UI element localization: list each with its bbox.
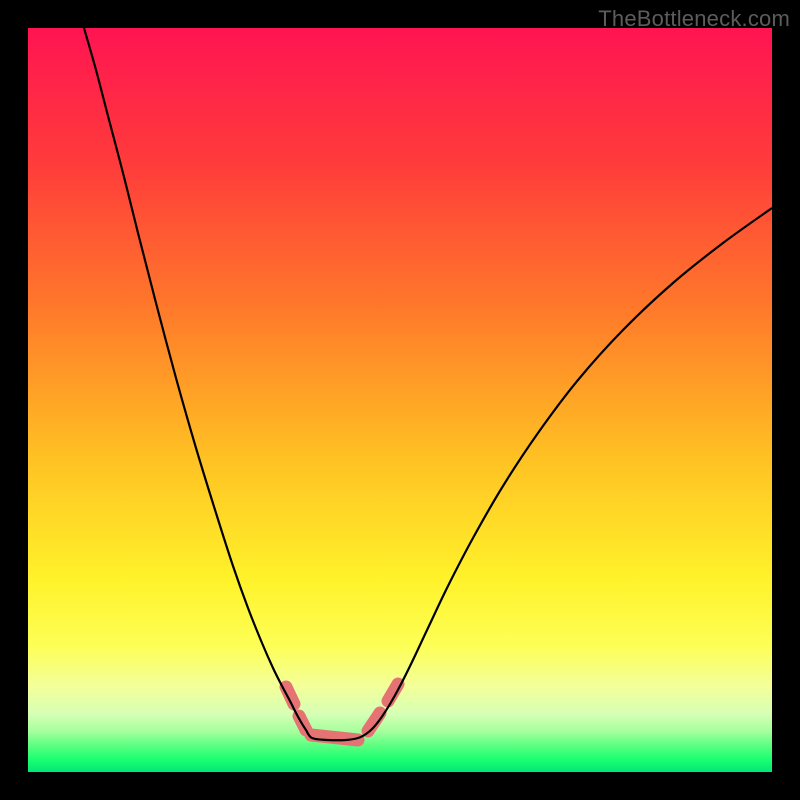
chart-svg [28, 28, 772, 772]
chart-frame: TheBottleneck.com [0, 0, 800, 800]
chart-background [28, 28, 772, 772]
chart-plot-area [28, 28, 772, 772]
